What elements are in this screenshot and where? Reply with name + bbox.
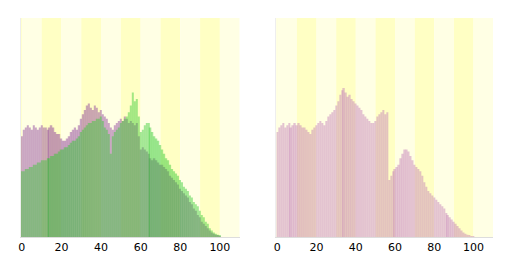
svg-text:80: 80 xyxy=(427,241,441,254)
svg-text:100: 100 xyxy=(463,241,484,254)
svg-text:100: 100 xyxy=(209,241,230,254)
svg-text:20: 20 xyxy=(310,241,324,254)
svg-text:80: 80 xyxy=(173,241,187,254)
svg-text:0: 0 xyxy=(274,241,281,254)
svg-text:0: 0 xyxy=(18,241,25,254)
svg-text:60: 60 xyxy=(134,241,148,254)
svg-text:60: 60 xyxy=(388,241,402,254)
svg-text:40: 40 xyxy=(94,241,108,254)
svg-text:40: 40 xyxy=(349,241,363,254)
svg-text:20: 20 xyxy=(54,241,68,254)
